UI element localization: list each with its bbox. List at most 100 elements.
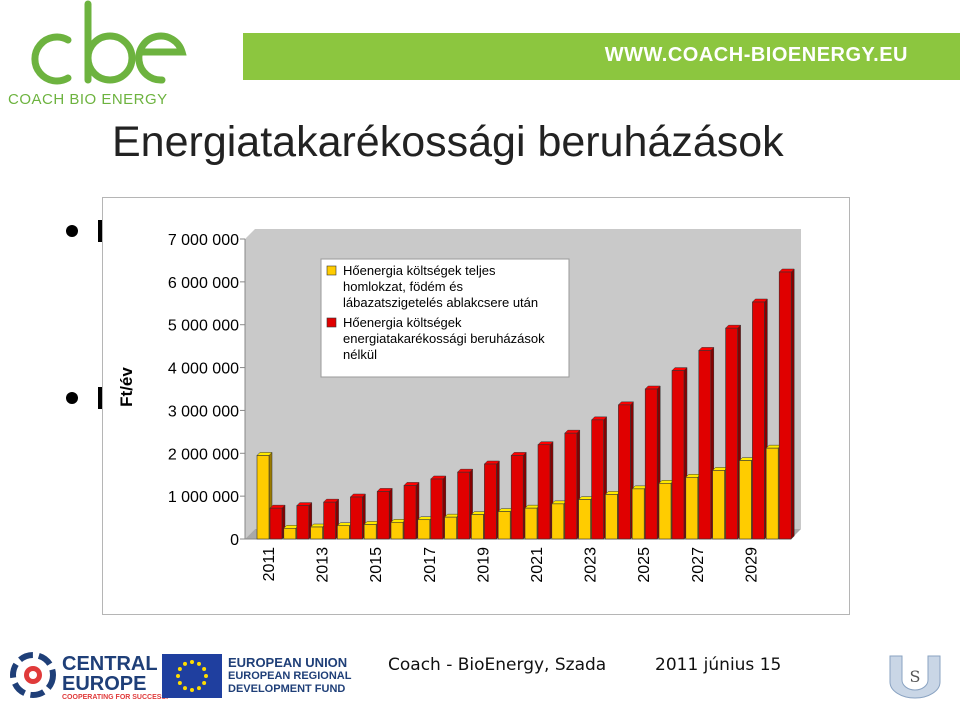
x-tick-label: 2017 (422, 547, 439, 583)
x-tick-label: 2019 (475, 547, 492, 583)
bar-chart: 7 000 000 6 000 000 5 000 000 4 000 000 3 00… (117, 229, 801, 583)
bar-top (403, 482, 420, 486)
bar-front (337, 525, 350, 540)
legend-label: Hőenergia költségek teljes (343, 263, 496, 278)
bar-front (363, 524, 377, 540)
bar-top (537, 441, 554, 445)
bar-series2 (456, 468, 474, 540)
eu-flag-icon (162, 654, 222, 698)
bar-series2 (644, 385, 661, 540)
y-tick-label: 6 000 000 (168, 275, 239, 292)
y-tick-label: 3 000 000 (168, 403, 239, 420)
legend-label: nélkül (343, 347, 377, 362)
bullet-icon (66, 392, 78, 404)
y-tick-label: 4 000 000 (168, 361, 239, 378)
y-tick-label: 0 (230, 532, 239, 549)
bar-top (751, 298, 769, 303)
legend-label: Hőenergia költségek (343, 315, 462, 330)
bar-front (323, 501, 336, 540)
x-tick-label: 2029 (743, 547, 760, 583)
bar-top (617, 401, 635, 406)
y-tick-label: 2 000 000 (168, 446, 239, 463)
bar-front (417, 519, 431, 540)
bar-series2 (698, 346, 715, 540)
bar-top (430, 475, 447, 480)
x-tick-label: 2027 (690, 547, 707, 583)
svg-text:S: S (910, 667, 921, 686)
bar-front (444, 516, 457, 540)
bar-front (564, 432, 578, 540)
bar-series2 (483, 460, 501, 540)
x-tick-label: 2013 (315, 547, 332, 583)
bar-top (510, 452, 527, 456)
bar-front (752, 301, 765, 540)
bar-top (456, 468, 474, 473)
bar-series2 (349, 493, 367, 540)
bar-series2 (778, 268, 795, 540)
site-banner: WWW.COACH-BIOENERGY.EU (243, 33, 960, 80)
y-axis-label: Ft/év (117, 367, 136, 407)
y-tick-label: 1 000 000 (168, 489, 239, 506)
bar-front (484, 463, 497, 540)
bar-series2 (403, 481, 420, 540)
university-seal-icon: S (889, 655, 941, 699)
bar-front (712, 470, 725, 540)
legend-swatch (326, 265, 337, 276)
y-tick-label: 7 000 000 (168, 232, 239, 249)
bar-series2 (724, 324, 742, 540)
bar-front (631, 488, 645, 540)
partner-eu-line3: DEVELOPMENT FUND (228, 683, 346, 695)
legend-label: lábazatszigetelés ablakcsere után (343, 295, 538, 310)
bar-front (510, 455, 524, 540)
bar-front (269, 507, 283, 540)
partner-central-europe-title: CENTRAL (62, 653, 158, 675)
bar-series2 (322, 498, 340, 540)
bar-front (698, 350, 712, 540)
legend-box (320, 258, 570, 378)
bar-front (765, 447, 779, 540)
bar-front (376, 491, 390, 540)
bullet-icon (66, 225, 78, 237)
x-tick-label: 2015 (368, 547, 385, 583)
x-tick-label: 2025 (636, 547, 653, 583)
bar-series2 (751, 298, 769, 540)
bar-front (644, 388, 658, 540)
bar-series2 (376, 487, 393, 540)
central-europe-swirl-icon (10, 652, 56, 698)
bar-front (778, 271, 792, 540)
bar-front (350, 496, 363, 540)
bar-front (524, 507, 538, 540)
bar-front (390, 521, 404, 540)
bar-series2 (537, 441, 554, 540)
x-tick-label: 2023 (583, 547, 600, 583)
legend-label: energiatakarékossági beruházások (343, 331, 545, 346)
partner-eu-line1: EUROPEAN UNION (228, 655, 348, 670)
bar-front (739, 460, 752, 540)
bar-series2 (296, 501, 313, 540)
bar-front (296, 505, 310, 540)
bar-front (457, 471, 470, 540)
footer-date: 2011 június 15 (655, 655, 782, 675)
bar-series2 (590, 416, 608, 540)
bar-top (778, 268, 795, 273)
bar-series2 (671, 366, 688, 540)
bar-top (322, 498, 340, 503)
bar-series2 (617, 401, 635, 540)
bar-front (430, 478, 444, 540)
bar-top (376, 488, 393, 492)
footer-event: Coach - BioEnergy, Szada (388, 655, 607, 675)
bar-top (269, 504, 286, 509)
bar-top (483, 460, 501, 465)
bar-top (698, 347, 715, 351)
bar-front (578, 499, 591, 540)
bar-top (590, 416, 608, 421)
bar-top (671, 367, 688, 371)
chart-frame: 7 000 000 6 000 000 5 000 000 4 000 000 3 00… (102, 197, 850, 615)
partner-central-europe-title2: EUROPE (62, 673, 147, 695)
bar-front (403, 485, 417, 540)
site-url[interactable]: WWW.COACH-BIOENERGY.EU (604, 44, 908, 66)
page-title: Energiatakarékossági beruházások (112, 118, 784, 166)
bar-series2 (510, 451, 527, 540)
bar-side (790, 268, 795, 540)
